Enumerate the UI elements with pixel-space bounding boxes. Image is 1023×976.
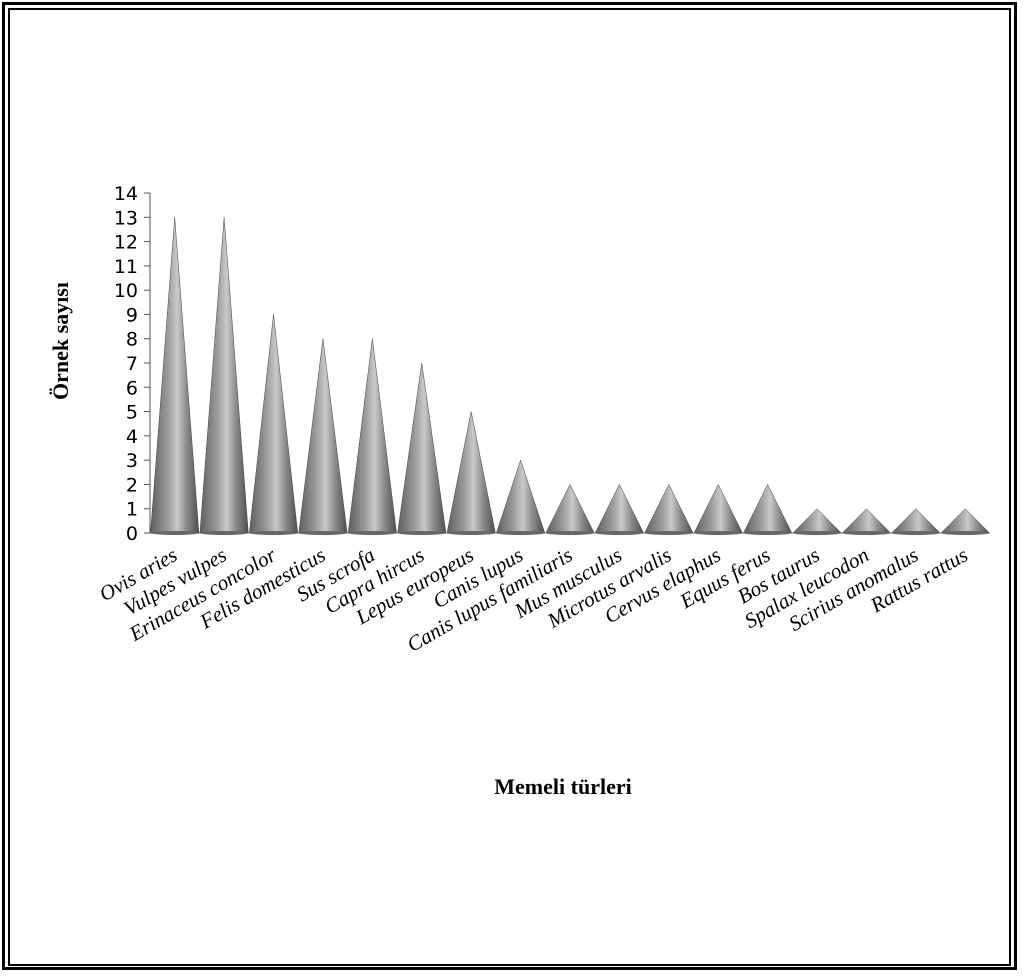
cone-base xyxy=(941,531,990,535)
cone-bar xyxy=(594,483,645,534)
bars xyxy=(150,217,991,535)
cone-base xyxy=(446,531,496,535)
cone-bar xyxy=(446,411,496,534)
cone-base xyxy=(249,531,298,535)
cone-base xyxy=(298,531,348,535)
y-tick-label: 2 xyxy=(126,474,138,496)
cone-bar xyxy=(199,217,249,534)
x-axis-title: Memeli türleri xyxy=(494,774,631,799)
cone-base xyxy=(792,531,842,535)
cone-base xyxy=(545,531,595,535)
cone-bar xyxy=(298,338,348,534)
cone-bar xyxy=(545,483,595,534)
y-tick-label: 0 xyxy=(126,523,138,545)
cone-bar xyxy=(347,338,397,534)
y-tick-label: 8 xyxy=(126,329,138,351)
y-tick-label: 12 xyxy=(114,232,138,254)
cone-base xyxy=(199,531,249,535)
inner-frame xyxy=(8,8,1011,966)
y-axis-title: Örnek sayısı xyxy=(48,282,73,400)
y-tick-label: 11 xyxy=(114,256,138,278)
cone-bar xyxy=(496,459,546,534)
cone-base xyxy=(694,531,743,535)
cone-base xyxy=(644,531,694,535)
y-tick-label: 4 xyxy=(126,426,138,448)
cone-base xyxy=(842,531,891,535)
cone-bar xyxy=(693,483,743,534)
y-tick-label: 10 xyxy=(114,280,138,302)
cone-base xyxy=(348,531,397,535)
cone-base xyxy=(496,531,545,535)
cone-bar xyxy=(644,483,694,534)
cone-bar xyxy=(150,217,200,534)
y-tick-label: 5 xyxy=(126,402,138,424)
cone-bar xyxy=(743,483,793,534)
y-tick-label: 13 xyxy=(114,207,138,229)
cone-bar xyxy=(891,508,941,534)
cone-bar xyxy=(249,314,299,534)
y-tick-label: 9 xyxy=(126,304,138,326)
y-tick-label: 1 xyxy=(126,499,138,521)
cone-base xyxy=(150,531,199,535)
cone-base xyxy=(743,531,792,535)
y-tick-label: 14 xyxy=(114,183,138,205)
y-tick-label: 3 xyxy=(126,450,138,472)
cone-bar xyxy=(841,508,892,534)
cone-bar xyxy=(397,362,447,534)
cone-base xyxy=(595,531,644,535)
cone-base xyxy=(397,531,446,535)
cone-bar xyxy=(940,508,991,534)
y-tick-label: 6 xyxy=(126,377,138,399)
cone-bar xyxy=(792,508,842,534)
cone-base xyxy=(891,531,941,535)
y-tick-label: 7 xyxy=(126,353,138,375)
